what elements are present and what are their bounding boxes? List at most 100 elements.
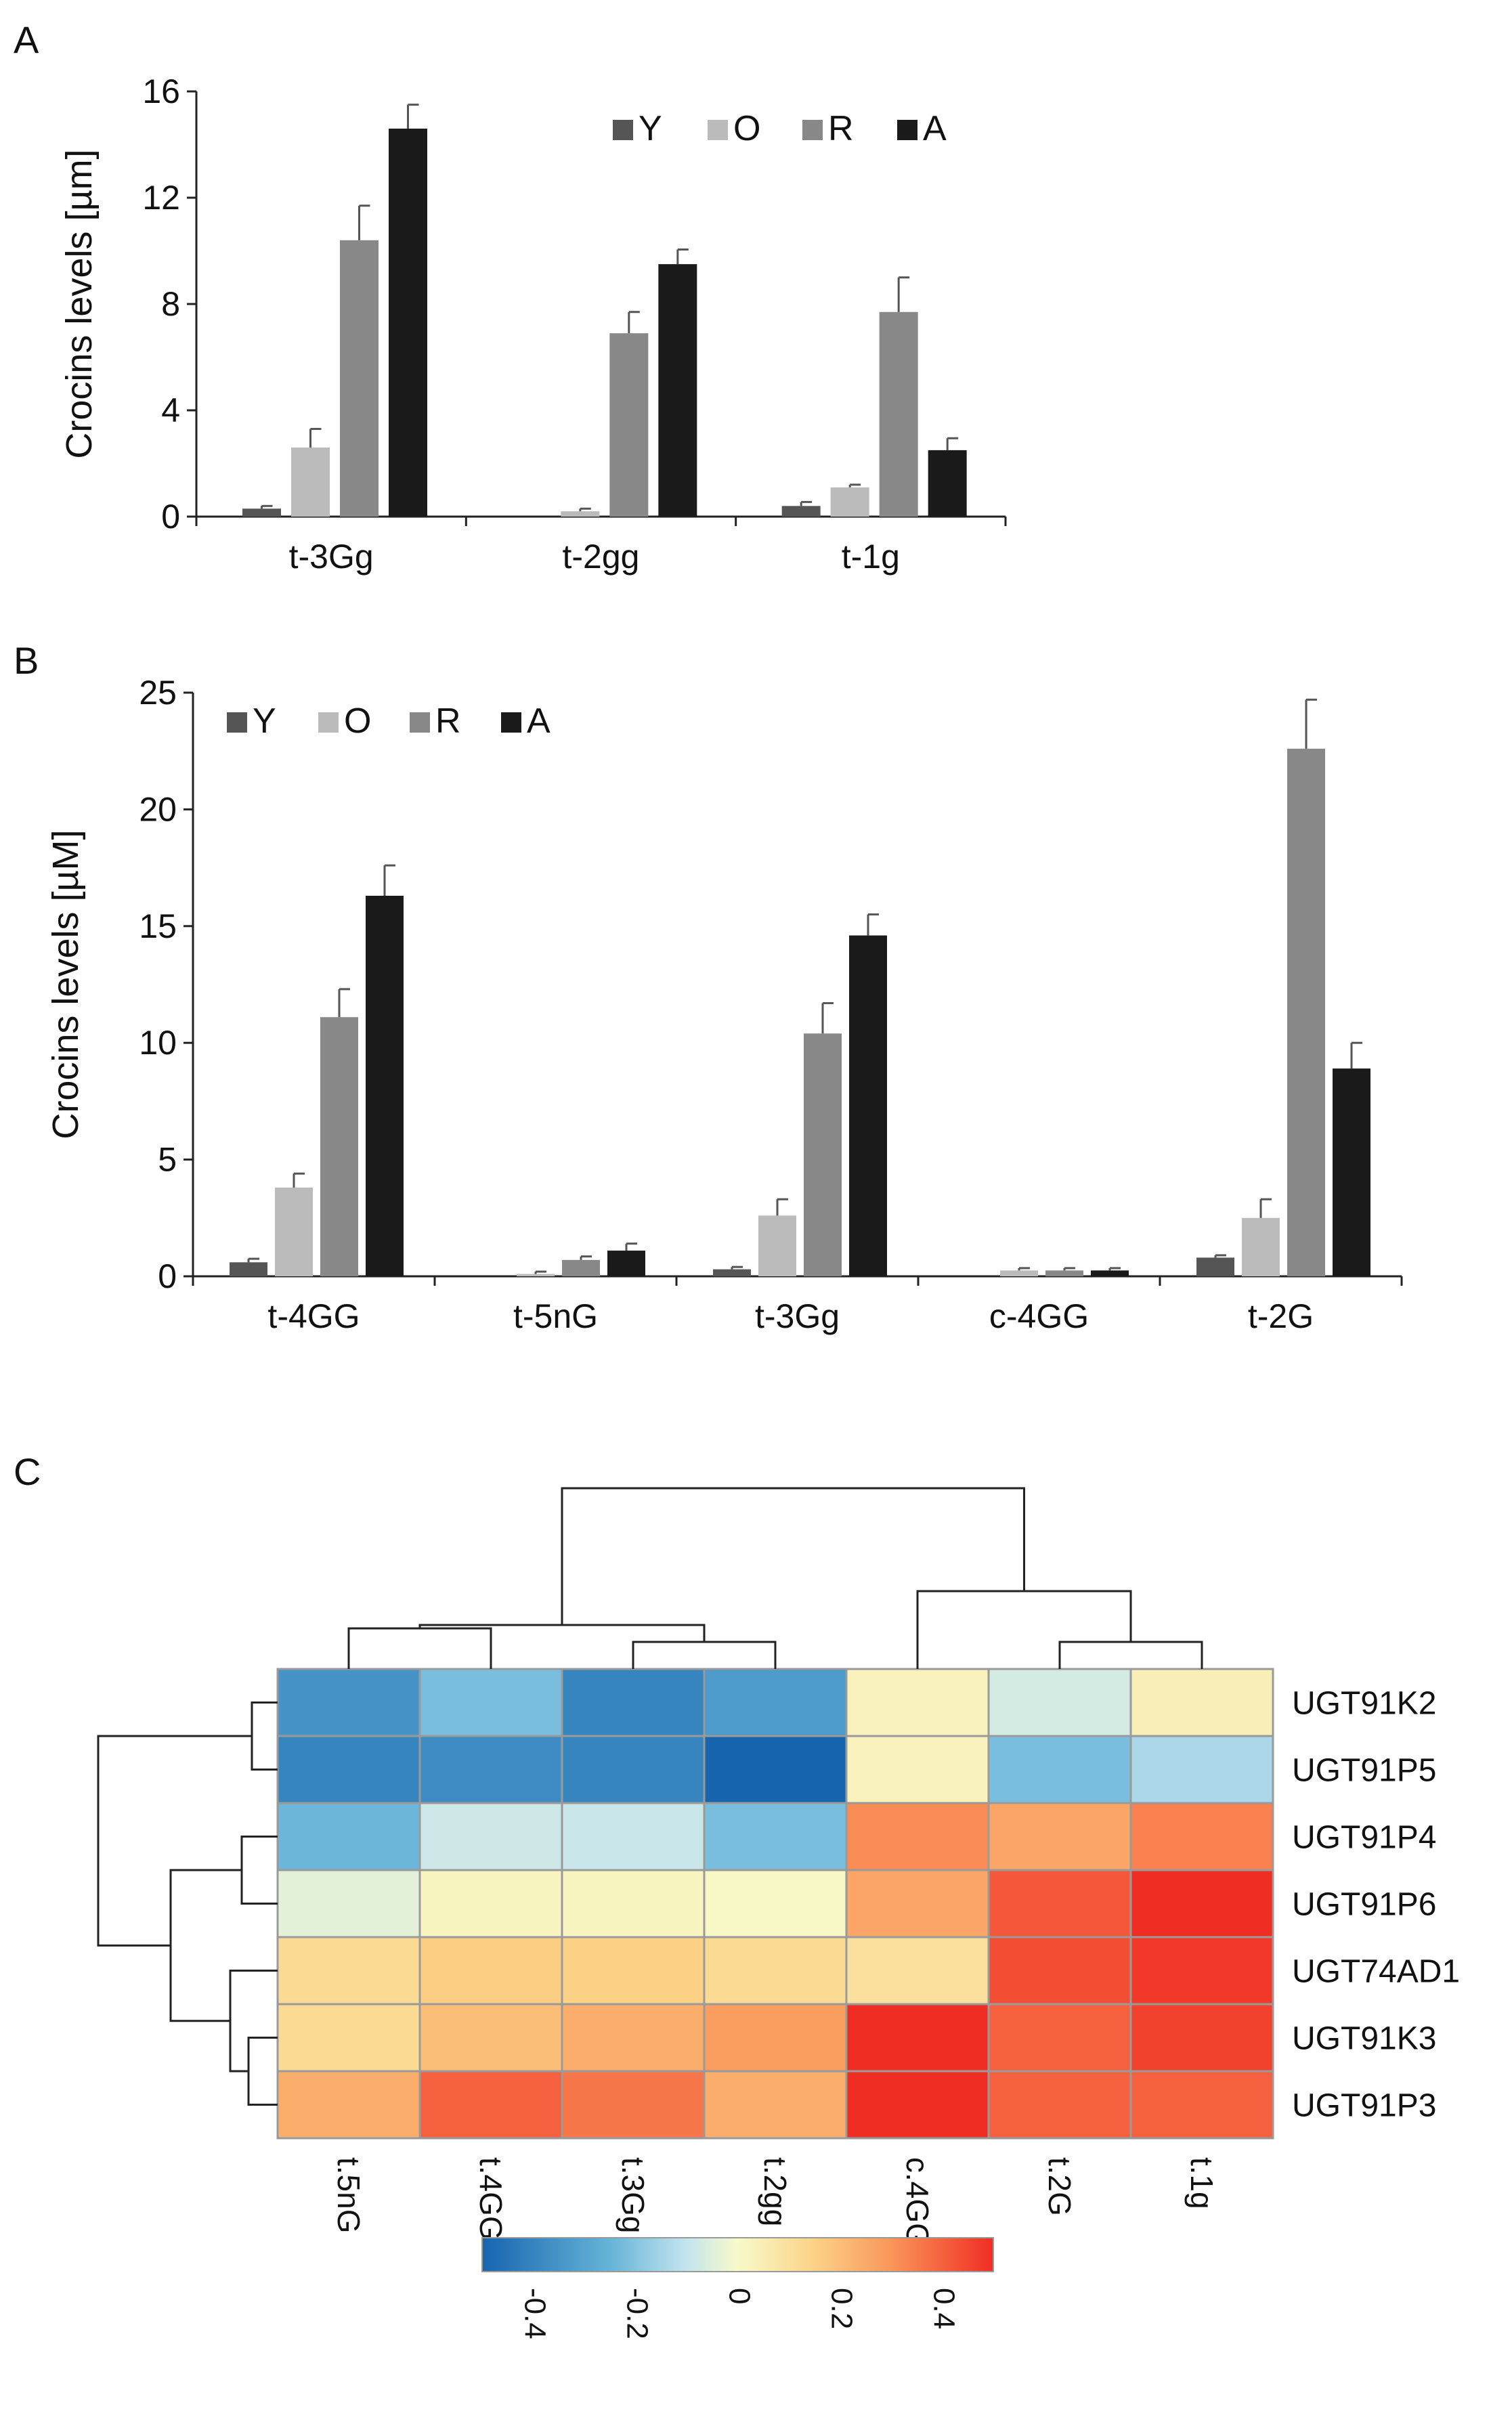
colorbar-tick-label: -0.2 <box>621 2288 654 2339</box>
heatmap-cell-UGT91P3-t.2G <box>987 2070 1132 2140</box>
colorbar-tick-label: -0.4 <box>519 2288 552 2339</box>
heatmap-col-label: t.2G <box>1042 2157 1077 2216</box>
bar-t-2gg-O <box>561 511 600 517</box>
bar-t-5nG-A <box>607 1251 645 1276</box>
legend-swatch-A <box>501 712 521 733</box>
heatmap-cell-UGT91K3-c.4GG <box>845 2003 990 2073</box>
y-tick-label: 4 <box>161 391 180 429</box>
bar-t-2G-R <box>1287 748 1325 1276</box>
heatmap-cell-UGT91K2-t.2gg <box>703 1668 848 1737</box>
heatmap-row-label: UGT91K3 <box>1292 2021 1436 2057</box>
bar-t-2gg-R <box>609 333 649 517</box>
bar-t-2G-O <box>1242 1217 1280 1276</box>
colorbar-tick-label: 0.4 <box>928 2288 961 2329</box>
legend-label-O: O <box>733 109 760 148</box>
y-tick-label: 0 <box>158 1257 177 1295</box>
heatmap-cell-UGT91P5-t.4GG <box>418 1735 563 1804</box>
column-dendrogram-branch <box>347 1627 492 1669</box>
column-dendrogram-branch <box>1058 1641 1203 1669</box>
colorbar-tick-label: 0 <box>723 2288 756 2304</box>
bar-t-1g-Y <box>781 506 821 517</box>
colorbar-tick-label: 0.2 <box>825 2288 859 2329</box>
heatmap-cell-UGT91K2-t.5nG <box>276 1668 421 1737</box>
x-category-label: t-1g <box>842 538 900 576</box>
heatmap-cell-UGT91K3-t.3Gg <box>561 2003 706 2073</box>
bar-chart-a: 0 4 8 12 16 t-3Gg t-2gg t-1g Crocins levels [µm]… <box>59 72 1007 576</box>
legend-swatch-O <box>318 712 339 733</box>
heatmap-cell-UGT91P6-t.5nG <box>276 1869 421 1938</box>
x-category-label: t-3Gg <box>755 1297 840 1335</box>
heatmap-cell-UGT91P3-c.4GG <box>845 2070 990 2140</box>
heatmap-cell-UGT74AD1-t.1g <box>1129 1936 1274 2006</box>
heatmap-cell-UGT91P5-t.3Gg <box>561 1735 706 1804</box>
x-category-label: t-2gg <box>563 538 640 576</box>
bar-t-2G-A <box>1333 1068 1370 1276</box>
panel-letter-b: B <box>14 639 39 682</box>
heatmap-cell-UGT74AD1-t.4GG <box>418 1936 563 2006</box>
heatmap-cell-UGT74AD1-t.2G <box>987 1936 1132 2006</box>
bar-t-3Gg-R <box>340 240 379 517</box>
y-tick-label: 8 <box>161 285 180 323</box>
bar-t-5nG-O <box>517 1274 555 1276</box>
y-axis-title: Crocins levels [µm] <box>59 149 100 458</box>
column-dendrogram-branch <box>916 1590 1132 1669</box>
legend-label-A: A <box>527 701 550 741</box>
heatmap-cell-UGT91P5-c.4GG <box>845 1735 990 1804</box>
heatmap-cell-UGT91P4-c.4GG <box>845 1802 990 1871</box>
heatmap-cell-UGT91P4-t.1g <box>1129 1802 1274 1871</box>
heatmap-row-label: UGT91K2 <box>1292 1686 1436 1722</box>
heatmap-col-label: t.5nG <box>331 2157 366 2234</box>
heatmap-cell-UGT91P4-t.4GG <box>418 1802 563 1871</box>
heatmap-cell-UGT91K3-t.5nG <box>276 2003 421 2073</box>
legend-label-Y: Y <box>253 701 276 741</box>
y-tick-label: 15 <box>139 907 177 945</box>
y-tick-label: 20 <box>139 790 177 828</box>
heatmap-cell-UGT74AD1-c.4GG <box>845 1936 990 2006</box>
heatmap-cell-UGT91K2-t.4GG <box>418 1668 563 1737</box>
legend-swatch-Y <box>613 120 633 140</box>
heatmap-cell-UGT91P4-t.5nG <box>276 1802 421 1871</box>
heatmap-cell-UGT91P3-t.4GG <box>418 2070 563 2140</box>
legend-swatch-R <box>410 712 430 733</box>
bar-c-4GG-R <box>1045 1270 1083 1276</box>
bar-c-4GG-O <box>1000 1270 1038 1276</box>
heatmap-cell-UGT91P3-t.3Gg <box>561 2070 706 2140</box>
colorbar <box>481 2237 994 2272</box>
heatmap-cell-UGT91P6-c.4GG <box>845 1869 990 1938</box>
legend-swatch-O <box>708 120 728 140</box>
y-tick-label: 12 <box>142 179 180 217</box>
heatmap-cell-UGT91P6-t.4GG <box>418 1869 563 1938</box>
heatmap-row-label: UGT74AD1 <box>1292 1954 1460 1990</box>
row-dendrogram-branch <box>229 1970 278 2073</box>
bar-t-3Gg-A <box>849 935 887 1276</box>
x-category-label: c-4GG <box>989 1297 1089 1335</box>
heatmap-col-label: t.3Gg <box>615 2157 651 2234</box>
legend-label-R: R <box>435 701 461 741</box>
y-tick-label: 5 <box>158 1141 177 1179</box>
x-category-label: t-5nG <box>513 1297 598 1335</box>
heatmap-cell-UGT91P5-t.2gg <box>703 1735 848 1804</box>
bar-t-1g-R <box>879 311 918 517</box>
heatmap-cell-UGT91K3-t.2gg <box>703 2003 848 2073</box>
bar-t-4GG-R <box>320 1017 358 1276</box>
heatmap-c: UGT91K2 UGT91P5 UGT91P4 UGT91P6 UGT74AD1 UGT9… <box>97 1487 1460 2339</box>
heatmap-cell-UGT91K2-t.3Gg <box>561 1668 706 1737</box>
heatmap-cell-UGT74AD1-t.5nG <box>276 1936 421 2006</box>
legend-label-O: O <box>344 701 371 741</box>
row-dendrogram-branch <box>97 1735 252 1947</box>
bar-t-3Gg-O <box>291 447 330 517</box>
bar-chart-b: 0 5 10 15 20 25 t-4GG t-5nG t-3Gg c-4GG t-2G Crocin… <box>45 674 1403 1335</box>
heatmap-row-label: UGT91P6 <box>1292 1887 1436 1923</box>
legend-swatch-R <box>802 120 823 140</box>
bar-t-3Gg-O <box>758 1215 796 1276</box>
column-dendrogram-branch <box>561 1487 1025 1625</box>
bar-t-3Gg-Y <box>713 1269 751 1276</box>
heatmap-cell-UGT91K3-t.4GG <box>418 2003 563 2073</box>
heatmap-cell-UGT74AD1-t.3Gg <box>561 1936 706 2006</box>
heatmap-row-label: UGT91P4 <box>1292 1820 1436 1856</box>
y-tick-label: 10 <box>139 1024 177 1062</box>
heatmap-cell-UGT91P4-t.2G <box>987 1802 1132 1871</box>
heatmap-col-label: t.1g <box>1184 2157 1219 2209</box>
heatmap-cell-UGT91P6-t.1g <box>1129 1869 1274 1938</box>
